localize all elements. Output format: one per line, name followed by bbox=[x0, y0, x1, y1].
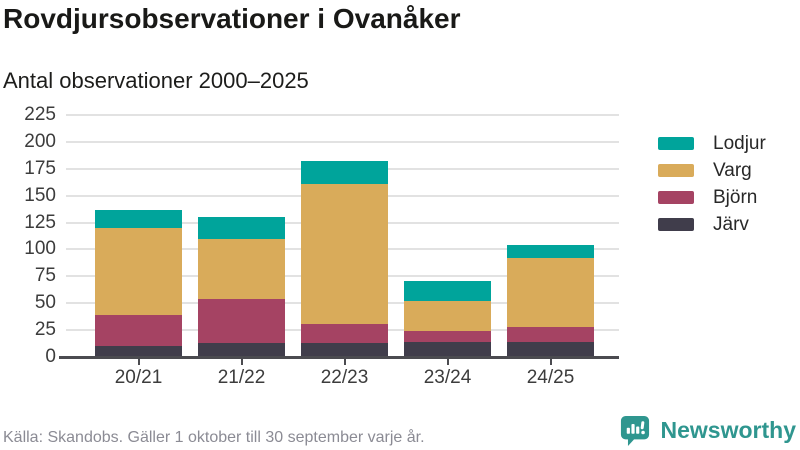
legend-item-Järv: Järv bbox=[658, 211, 798, 238]
legend-item-Björn: Björn bbox=[658, 184, 798, 211]
x-axis-tick bbox=[137, 359, 140, 365]
page-title: Rovdjursobservationer i Ovanåker bbox=[3, 3, 461, 34]
bar-segment-22/23-Varg bbox=[301, 183, 388, 324]
legend-swatch-Lodjur bbox=[658, 137, 694, 150]
gridline-y-225 bbox=[66, 114, 619, 116]
x-axis-tick bbox=[240, 359, 243, 365]
bar-segment-20/21-Björn bbox=[95, 315, 182, 347]
y-axis-tick-label: 175 bbox=[24, 157, 56, 179]
bar-segment-21/22-Varg bbox=[198, 238, 285, 299]
x-axis-tick bbox=[446, 359, 449, 365]
y-axis-tick-label: 125 bbox=[24, 211, 56, 233]
legend-item-Varg: Varg bbox=[658, 157, 798, 184]
gridline-y-200 bbox=[66, 140, 619, 143]
x-axis-label: 23/24 bbox=[423, 367, 472, 388]
y-axis-tick-label: 25 bbox=[34, 319, 56, 341]
bar-segment-20/21-Lodjur bbox=[95, 209, 182, 228]
bar-segment-22/23-Järv bbox=[301, 343, 388, 357]
x-axis-label: 24/25 bbox=[526, 367, 575, 388]
x-axis-tick bbox=[343, 359, 346, 365]
bar-segment-23/24-Lodjur bbox=[404, 280, 491, 302]
legend-item-Lodjur: Lodjur bbox=[658, 130, 798, 157]
y-axis-tick-label: 0 bbox=[45, 346, 56, 367]
legend-label-Björn: Björn bbox=[713, 187, 758, 208]
bar-segment-24/25-Järv bbox=[507, 341, 594, 357]
y-axis-tick-label: 50 bbox=[34, 292, 56, 314]
y-axis-tick-label: 225 bbox=[24, 104, 56, 125]
legend-swatch-Varg bbox=[658, 164, 694, 177]
chart-subtitle: Antal observationer 2000–2025 bbox=[3, 68, 309, 93]
newsworthy-logo[interactable]: Newsworthy bbox=[620, 413, 796, 447]
x-axis-line bbox=[59, 356, 619, 359]
bar-segment-20/21-Varg bbox=[95, 227, 182, 316]
bar-segment-21/22-Lodjur bbox=[198, 217, 285, 239]
newsworthy-chart-bubble-icon bbox=[620, 415, 649, 446]
legend-label-Lodjur: Lodjur bbox=[713, 133, 766, 154]
bar-segment-23/24-Björn bbox=[404, 331, 491, 342]
x-axis-label: 22/23 bbox=[320, 367, 369, 388]
legend-swatch-Björn bbox=[658, 191, 694, 204]
bar-segment-21/22-Björn bbox=[198, 298, 285, 343]
bar-segment-22/23-Lodjur bbox=[301, 161, 388, 184]
legend-swatch-Järv bbox=[658, 218, 694, 231]
y-axis-tick-label: 150 bbox=[24, 184, 56, 206]
y-axis-tick-label: 100 bbox=[24, 238, 56, 260]
newsworthy-wordmark: Newsworthy bbox=[660, 416, 796, 443]
bar-segment-24/25-Lodjur bbox=[507, 245, 594, 259]
bar-segment-23/24-Järv bbox=[404, 341, 491, 357]
bar-segment-22/23-Björn bbox=[301, 323, 388, 344]
chart-legend: Lodjur Varg Björn Järv bbox=[658, 130, 798, 238]
bar-segment-24/25-Björn bbox=[507, 326, 594, 342]
x-axis-tick bbox=[549, 359, 552, 365]
x-axis-label: 21/22 bbox=[217, 367, 266, 388]
bar-segment-23/24-Varg bbox=[404, 301, 491, 332]
source-note: Källa: Skandobs. Gäller 1 oktober till 3… bbox=[3, 429, 425, 446]
y-axis-tick-label: 200 bbox=[24, 130, 56, 152]
legend-label-Järv: Järv bbox=[713, 214, 749, 235]
y-axis-tick-label: 75 bbox=[34, 265, 56, 287]
bar-segment-20/21-Järv bbox=[95, 346, 182, 357]
bar-segment-24/25-Varg bbox=[507, 258, 594, 327]
bar-segment-21/22-Järv bbox=[198, 343, 285, 357]
legend-label-Varg: Varg bbox=[713, 160, 752, 181]
x-axis-label: 20/21 bbox=[114, 367, 163, 388]
